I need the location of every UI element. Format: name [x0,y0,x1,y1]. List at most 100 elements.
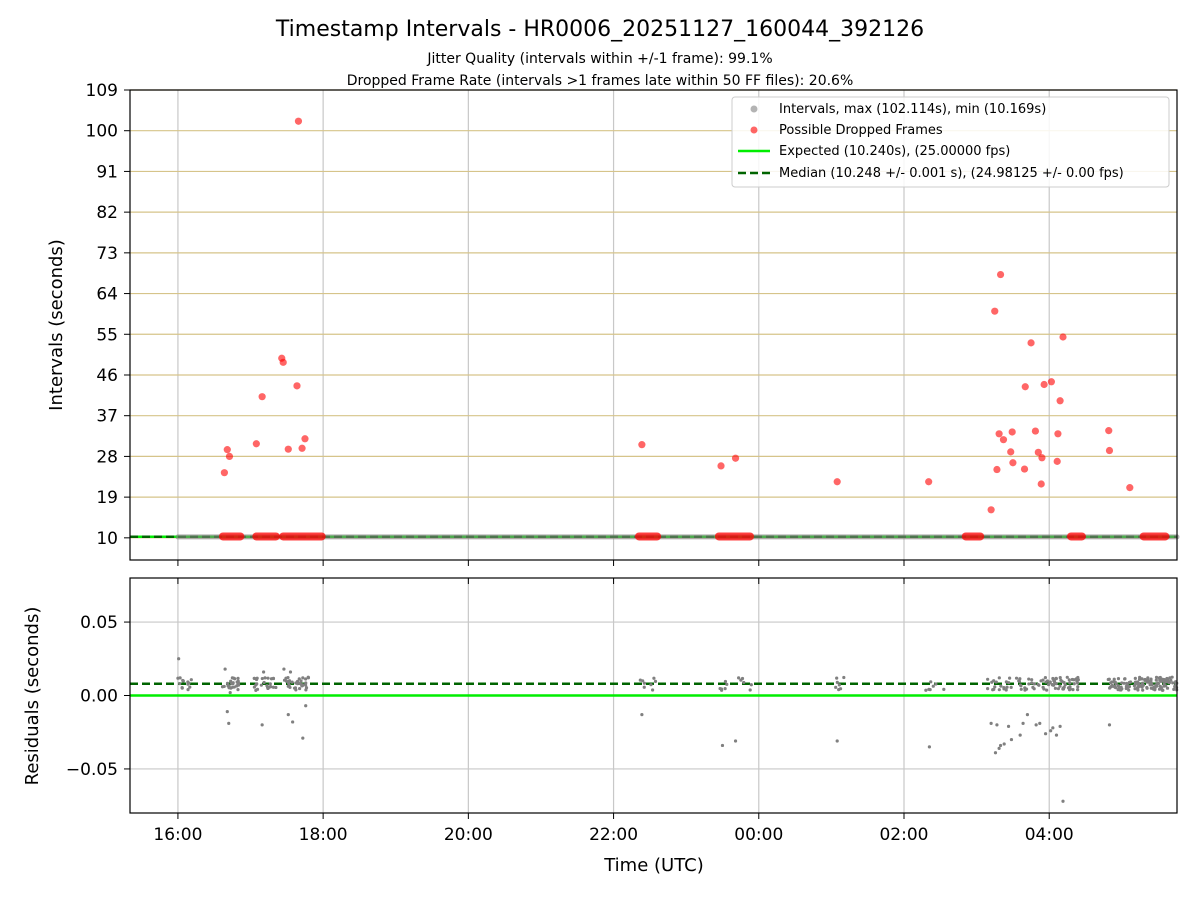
residual-point [1112,677,1116,681]
residual-point [228,690,232,695]
residual-point [837,683,841,687]
residual-point [1044,680,1048,684]
residual-point [1046,683,1051,687]
residual-point [274,685,278,690]
residual-point [1017,679,1021,683]
dropped-frame-point [284,445,292,453]
residual-point [306,675,310,679]
residual-point [1004,688,1008,692]
dropped-frame-point [258,393,266,401]
residual-point [1030,681,1034,685]
residual-point [1117,686,1121,690]
residual-point [1032,687,1036,691]
residual-point [934,682,938,686]
residual-point [1171,681,1175,685]
residual-point [1071,688,1075,692]
residual-point [1114,682,1118,686]
dropped-frame-point [1038,454,1046,462]
top-y-tick-label: 19 [96,488,118,508]
chart-subtitle-dropped: Dropped Frame Rate (intervals >1 frames … [347,73,854,89]
residual-point [997,688,1001,692]
residual-point [254,688,258,692]
residual-point [229,679,233,683]
residual-point [255,676,259,680]
residual-point [835,676,839,680]
top-y-tick-label: 64 [96,285,118,305]
residual-point [284,676,288,680]
residual-point [1068,681,1072,685]
residual-point [230,676,234,680]
residual-point [1113,685,1117,689]
residual-point [1019,687,1023,691]
residual-point [1109,684,1113,689]
residual-point [1032,682,1037,686]
residual-point [1054,676,1058,680]
residual-point [1025,712,1030,717]
residual-point [1163,679,1168,683]
residual-point [720,688,724,692]
residual-point [835,680,839,684]
residual-point [993,685,997,689]
residual-point [723,686,727,691]
residual-point [1005,685,1009,689]
residual-point [1076,688,1080,692]
residual-point [742,680,746,685]
residual-point [1004,680,1008,684]
dropped-frame-point [1027,339,1035,347]
top-y-tick-label: 28 [96,447,118,467]
residual-point [1125,683,1129,687]
dropped-frame-point [991,307,999,315]
legend-marker-dropped [750,126,758,134]
residual-point [189,678,193,682]
residual-point [181,679,185,683]
residual-point [649,683,653,687]
bottom-y-axis-label: Residuals (seconds) [22,607,43,786]
residual-point [993,751,998,755]
residual-point [1151,687,1155,691]
top-plot-axes: 10 19 28 37 46 55 64 73 82 91 100 109 [86,81,1050,566]
dropped-frame-point [294,117,303,125]
top-plot-frame [129,89,1178,561]
residual-point [720,743,725,748]
residual-point [177,657,181,661]
residual-point [642,681,647,685]
residual-point [986,677,990,681]
residual-point [1128,680,1133,684]
residual-point [271,685,275,689]
residual-point [1123,677,1127,681]
residual-point [1060,680,1064,684]
residual-point [1065,675,1069,679]
residual-point [999,684,1003,688]
dropped-frame-point [1105,427,1113,435]
dropped-frame-point [1020,465,1029,473]
residual-point [286,684,290,688]
residual-point [1124,686,1128,691]
residual-point [304,686,309,690]
residual-point [1061,799,1065,803]
residual-point [1145,685,1149,690]
residual-point [297,677,301,681]
x-tick-label: 22:00 [589,825,638,845]
residual-point [188,685,192,689]
residual-point [1136,687,1140,691]
top-y-tick-label: 10 [96,529,118,549]
residual-point [282,667,286,671]
residual-point [287,679,292,683]
residual-point [927,745,932,749]
residual-point [1023,688,1027,692]
residual-point [931,684,935,688]
residual-point [652,676,656,680]
dropped-frame-point [1059,333,1067,341]
x-axis-label: Time (UTC) [603,855,704,876]
residual-point [842,675,846,680]
residual-point [301,736,305,740]
residual-point [263,676,267,680]
residual-point [225,710,229,714]
x-tick-label: 02:00 [879,825,928,845]
residual-point [1116,677,1121,681]
dropped-frame-point [1034,448,1042,456]
dropped-frame-point [298,444,306,452]
residual-point [225,681,230,685]
residual-point [1018,733,1022,737]
